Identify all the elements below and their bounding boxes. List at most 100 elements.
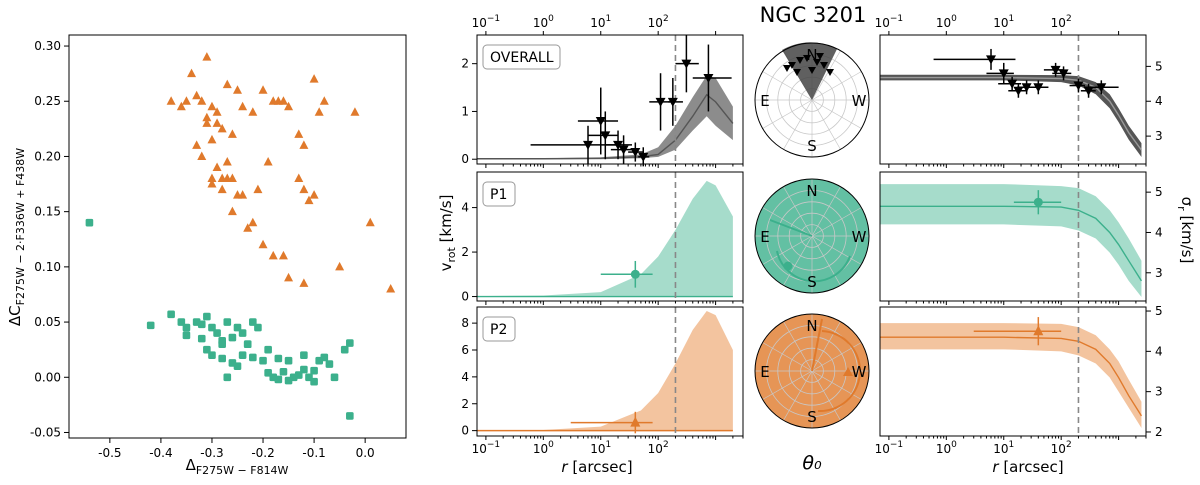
p2-point [202, 52, 212, 61]
p1-point [279, 367, 288, 376]
x-tick-label: 100 [533, 440, 554, 456]
p1-point [197, 320, 206, 329]
y-tick-label: 8 [461, 316, 469, 330]
scatter-ticks: -0.5 -0.4 -0.3 -0.2 -0.1 0.0 -0.05 0.00 0.05 0.10… [30, 39, 375, 460]
p2-point [187, 68, 197, 78]
panel-frame [879, 34, 1147, 165]
polar-spoke [783, 370, 813, 421]
theta-p1-panel: N E W S [754, 178, 870, 294]
polar-spoke [762, 71, 813, 101]
p1-point [233, 362, 242, 371]
polar-spoke [811, 235, 841, 286]
polar-spoke [811, 71, 862, 101]
p2-point [181, 96, 191, 105]
p1-point [259, 356, 267, 365]
y-tick-label: 5 [1155, 304, 1163, 318]
y-tick-label: -0.05 [30, 425, 61, 439]
p2-point [233, 85, 242, 94]
p1-point [243, 340, 252, 348]
angle-uncertainty-arc [776, 250, 851, 283]
x-tick-exponent: −1 [487, 14, 500, 24]
data-point [600, 131, 611, 141]
polar-spoke [783, 321, 813, 372]
x-tick-label: 10−1 [875, 440, 904, 456]
p1-point [208, 323, 216, 332]
x-tick-exponent: 0 [951, 440, 957, 450]
p2-point [207, 134, 217, 144]
p2-point [217, 123, 227, 133]
polar-point [826, 69, 834, 76]
x-tick-label: -0.4 [149, 446, 172, 460]
data-point [667, 97, 678, 107]
x-tick-exponent: 1 [1009, 14, 1015, 24]
p2-point [217, 184, 227, 194]
east-label: E [760, 92, 769, 110]
polar-point [783, 65, 791, 72]
y-tick-label: 4 [461, 201, 469, 215]
y-tick-label: 1 [461, 104, 469, 118]
p1-point [197, 334, 206, 343]
x-tick-label: 10−1 [472, 14, 501, 30]
x-tick-label: 10−1 [875, 14, 904, 30]
polar-spoke [811, 99, 841, 150]
x-tick-exponent: −1 [890, 14, 903, 24]
model-line [880, 336, 1143, 417]
x-tick-exponent: 2 [663, 440, 669, 450]
x-tick-label: -0.1 [302, 446, 325, 460]
p2-point [294, 173, 304, 183]
p1-point [238, 351, 247, 359]
model-line [880, 205, 1143, 282]
p2-point [386, 283, 396, 293]
data-point [1073, 81, 1084, 91]
panel-frame [879, 306, 1147, 437]
p1-point [208, 351, 216, 359]
model-band [477, 75, 733, 160]
p2-point [176, 101, 186, 111]
x-tick-exponent: −1 [487, 440, 500, 450]
theta-overall-panel: N E W S [754, 42, 870, 158]
p1-point [346, 339, 354, 347]
p2-point [222, 173, 232, 183]
p1-point [177, 318, 186, 326]
polar-spoke [811, 186, 841, 237]
p1-point [218, 340, 226, 348]
x-tick-label: 101 [993, 440, 1014, 456]
p1-point [249, 318, 257, 326]
polar-spoke [811, 370, 841, 421]
north-label: N [806, 46, 817, 64]
panel-label: OVERALL [490, 50, 554, 66]
p2-point [197, 96, 207, 105]
x-tick-label: 101 [590, 440, 611, 456]
vrot-x-axis-label: r [arcsec] [561, 458, 632, 476]
north-label: N [806, 182, 817, 200]
x-tick-label: 102 [1051, 440, 1072, 456]
model-line [880, 76, 1143, 151]
polar-point [803, 55, 811, 62]
data-point [1083, 86, 1094, 96]
south-label: S [807, 273, 817, 291]
p2-point [304, 195, 314, 205]
panel-label-box [482, 181, 516, 207]
data-point [681, 59, 692, 69]
p2-point [350, 107, 360, 116]
panel-frame [476, 171, 744, 302]
p2-point [207, 173, 217, 183]
panel-frame [879, 171, 1147, 302]
p1-point [238, 329, 247, 337]
data-point [630, 269, 640, 279]
p2-point [202, 112, 212, 122]
polar-spoke [762, 342, 813, 372]
p2-point [197, 151, 207, 160]
polar-frame [754, 42, 870, 158]
p2-point [166, 96, 176, 105]
x-tick-label: 102 [1051, 14, 1072, 30]
panel-label: P1 [490, 187, 507, 203]
p1-point [320, 353, 329, 362]
p1-point [218, 354, 226, 363]
x-tick-exponent: 1 [606, 14, 612, 24]
y-tick-label: 3 [1155, 129, 1163, 143]
data-point [998, 69, 1009, 79]
x-tick-label: 100 [533, 14, 554, 30]
